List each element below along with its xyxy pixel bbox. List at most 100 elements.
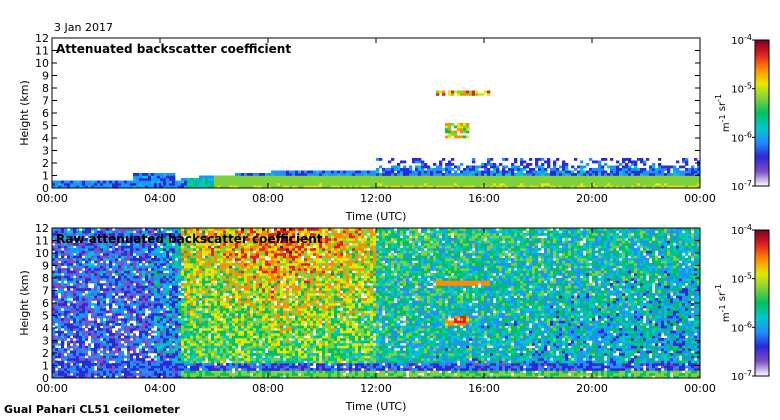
raw-backscatter-cell: [199, 370, 203, 374]
raw-backscatter-cell: [220, 260, 224, 264]
backscatter-cell: [580, 175, 584, 179]
raw-backscatter-cell: [82, 333, 86, 336]
raw-backscatter-cell: [61, 343, 65, 346]
backscatter-cell: [421, 175, 425, 179]
raw-backscatter-cell: [130, 368, 134, 371]
raw-backscatter-cell: [190, 365, 194, 369]
backscatter-cell: [106, 180, 110, 184]
raw-backscatter-cell: [154, 263, 158, 266]
raw-backscatter-cell: [172, 350, 176, 354]
raw-backscatter-cell: [211, 230, 215, 234]
raw-backscatter-cell: [205, 375, 209, 379]
backscatter-cell: [622, 183, 626, 186]
raw-backscatter-cell: [163, 230, 167, 234]
backscatter-cell: [529, 183, 533, 186]
raw-backscatter-cell: [208, 303, 212, 306]
raw-backscatter-cell: [124, 358, 128, 361]
backscatter-cell: [571, 180, 575, 184]
backscatter-cell: [439, 168, 443, 171]
raw-backscatter-cell: [52, 285, 56, 289]
raw-backscatter-cell: [205, 243, 209, 246]
raw-backscatter-cell: [82, 315, 86, 319]
raw-backscatter-cell: [64, 363, 68, 366]
raw-backscatter-cell: [220, 305, 224, 309]
raw-backscatter-cell: [220, 283, 224, 286]
raw-backscatter-cell: [211, 368, 215, 371]
raw-backscatter-cell: [61, 320, 65, 324]
raw-backscatter-cell: [199, 363, 203, 366]
raw-backscatter-cell: [181, 363, 185, 366]
raw-backscatter-cell: [217, 270, 221, 274]
raw-backscatter-cell: [148, 285, 152, 289]
raw-backscatter-cell: [187, 253, 191, 256]
raw-backscatter-cell: [184, 370, 188, 374]
raw-backscatter-cell: [142, 375, 146, 379]
raw-backscatter-cell: [163, 355, 167, 359]
raw-backscatter-cell: [112, 365, 116, 369]
raw-backscatter-cell: [199, 228, 203, 231]
backscatter-cell: [394, 168, 398, 171]
raw-backscatter-cell: [187, 363, 191, 366]
backscatter-cell: [229, 178, 233, 181]
backscatter-cell: [241, 183, 245, 186]
raw-backscatter-cell: [133, 370, 137, 374]
backscatter-cell: [508, 175, 512, 179]
raw-backscatter-cell: [133, 353, 137, 356]
raw-backscatter-cell: [133, 233, 137, 236]
backscatter-cell: [685, 158, 689, 161]
raw-backscatter-cell: [202, 358, 206, 361]
raw-backscatter-cell: [97, 353, 101, 356]
backscatter-cell: [136, 175, 140, 179]
backscatter-cell: [685, 185, 689, 189]
raw-backscatter-cell: [166, 265, 170, 269]
backscatter-cell: [544, 160, 548, 164]
backscatter-cell: [697, 160, 701, 164]
raw-backscatter-cell: [97, 285, 101, 289]
backscatter-cell: [469, 173, 473, 176]
backscatter-cell: [109, 185, 113, 189]
raw-backscatter-cell: [136, 345, 140, 349]
raw-backscatter-cell: [64, 240, 68, 244]
backscatter-cell: [481, 175, 485, 179]
backscatter-cell: [631, 175, 635, 179]
backscatter-cell: [598, 173, 602, 176]
backscatter-cell: [547, 185, 551, 189]
raw-backscatter-cell: [127, 355, 131, 359]
raw-backscatter-cell: [82, 245, 86, 249]
raw-backscatter-cell: [82, 258, 86, 261]
raw-backscatter-cell: [91, 250, 95, 254]
backscatter-cell: [352, 183, 356, 186]
raw-backscatter-cell: [97, 270, 101, 274]
backscatter-cell: [283, 173, 287, 176]
raw-backscatter-cell: [205, 235, 209, 239]
backscatter-cell: [358, 170, 362, 174]
raw-backscatter-cell: [220, 290, 224, 294]
raw-backscatter-cell: [100, 298, 104, 301]
raw-backscatter-cell: [202, 353, 206, 356]
backscatter-cell: [490, 175, 494, 179]
backscatter-cell: [589, 185, 593, 189]
backscatter-cell: [115, 183, 119, 186]
raw-backscatter-cell: [175, 315, 179, 319]
backscatter-cell: [427, 185, 431, 189]
raw-backscatter-cell: [190, 343, 194, 346]
raw-backscatter-cell: [199, 323, 203, 326]
raw-backscatter-cell: [202, 260, 206, 264]
raw-backscatter-cell: [52, 338, 56, 341]
raw-backscatter-cell: [199, 240, 203, 244]
backscatter-cell: [358, 180, 362, 184]
backscatter-cell: [289, 185, 293, 189]
backscatter-cell: [322, 173, 326, 176]
raw-backscatter-cell: [190, 283, 194, 286]
raw-backscatter-cell: [181, 355, 185, 359]
backscatter-cell: [658, 180, 662, 184]
raw-backscatter-cell: [112, 280, 116, 284]
raw-backscatter-cell: [136, 293, 140, 296]
backscatter-cell: [220, 180, 224, 184]
raw-backscatter-cell: [58, 315, 62, 319]
raw-backscatter-cell: [97, 348, 101, 351]
raw-backscatter-cell: [160, 368, 164, 371]
raw-backscatter-cell: [181, 330, 185, 334]
backscatter-cell: [601, 165, 605, 169]
backscatter-cell: [655, 175, 659, 179]
